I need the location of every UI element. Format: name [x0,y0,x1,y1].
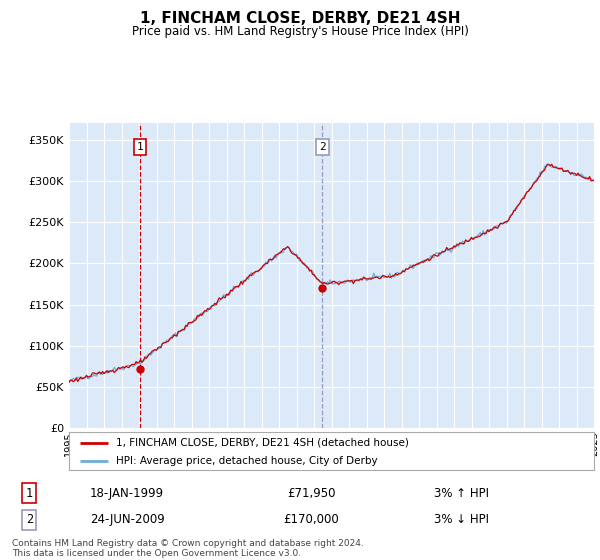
Text: £71,950: £71,950 [287,487,336,500]
Text: Price paid vs. HM Land Registry's House Price Index (HPI): Price paid vs. HM Land Registry's House … [131,25,469,38]
Text: 3% ↓ HPI: 3% ↓ HPI [434,513,489,526]
Text: 1, FINCHAM CLOSE, DERBY, DE21 4SH (detached house): 1, FINCHAM CLOSE, DERBY, DE21 4SH (detac… [116,438,409,448]
Text: 1: 1 [137,142,143,152]
Text: Contains HM Land Registry data © Crown copyright and database right 2024.
This d: Contains HM Land Registry data © Crown c… [12,539,364,558]
Text: 1, FINCHAM CLOSE, DERBY, DE21 4SH: 1, FINCHAM CLOSE, DERBY, DE21 4SH [140,11,460,26]
Text: 2: 2 [319,142,326,152]
Text: HPI: Average price, detached house, City of Derby: HPI: Average price, detached house, City… [116,456,378,466]
Text: 1: 1 [26,487,33,500]
Text: 3% ↑ HPI: 3% ↑ HPI [434,487,489,500]
Text: 24-JUN-2009: 24-JUN-2009 [90,513,164,526]
Text: 18-JAN-1999: 18-JAN-1999 [90,487,164,500]
Text: £170,000: £170,000 [284,513,340,526]
Text: 2: 2 [26,513,33,526]
